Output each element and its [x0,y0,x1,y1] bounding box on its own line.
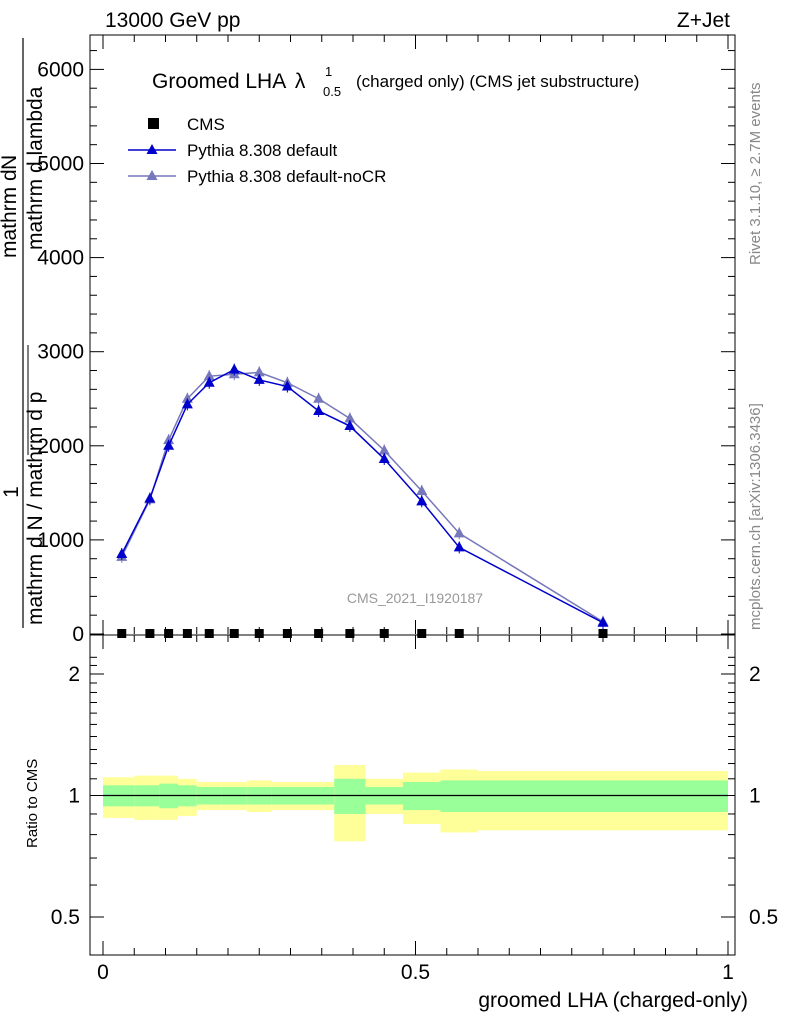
marker-pythia-nocr [313,392,325,403]
main-y-tick-label: 5000 [37,153,84,176]
title-subscript: 0.5 [323,84,341,99]
main-y-tick-label: 2000 [37,435,84,458]
main-y-tick-label: 4000 [37,247,84,270]
marker-pythia-nocr [203,370,215,381]
marker-pythia-default [144,492,156,503]
marker-cms [204,629,214,638]
header-process-label: Z+Jet [677,9,730,32]
mcplots-source-label: mcplots.cern.ch [arXiv:1306.3436] [747,403,764,630]
main-series-group [116,363,609,638]
marker-cms [117,629,127,638]
marker-pythia-default [163,439,175,450]
title-lambda: λ [295,70,306,93]
ratio-x-axis: 0 0.5 1 [97,635,734,984]
legend-label-pythia-default: Pythia 8.308 default [187,141,338,160]
marker-pythia-default [203,376,215,387]
ratio-bands [103,765,728,842]
ratio-x-tick-label: 1 [722,961,734,984]
marker-pythia-default [344,420,356,431]
main-y-tick-label: 1000 [37,529,84,552]
ratio-inner-band-bin [440,780,478,813]
legend-label-pythia-nocr: Pythia 8.308 default-noCR [187,167,386,186]
marker-pythia-default [453,541,465,552]
marker-pythia-default [181,398,193,409]
marker-cms [229,629,239,638]
ratio-y-tick-label-right: 1 [749,785,761,808]
marker-cms [454,629,464,638]
legend-marker-pythia-default [146,144,158,154]
ratio-y-axis-label: Ratio to CMS [24,759,41,848]
legend-marker-cms [148,118,159,129]
title-rest: (charged only) (CMS jet substructure) [356,72,639,91]
watermark-analysis-id: CMS_2021_I1920187 [347,590,483,606]
marker-pythia-nocr [378,444,390,455]
marker-pythia-nocr [253,366,265,377]
ratio-y-tick-label-right: 2 [749,663,761,686]
marker-pythia-default [597,616,609,627]
ylabel-numerator-one: 1 [0,486,23,498]
main-panel: 0 1000 2000 3000 4000 5000 6000 CMS_2021_I1920… [37,34,736,646]
legend-label-cms: CMS [187,115,225,134]
main-y-tick-label: 0 [72,623,84,646]
marker-cms [282,629,292,638]
marker-cms [598,629,608,638]
marker-cms [314,629,324,638]
marker-cms [145,629,155,638]
ylabel-top-line1: mathrm d [0,169,21,258]
marker-pythia-default [416,495,428,506]
header-energy-label: 13000 GeV pp [105,9,240,32]
main-y-tick-label: 3000 [37,341,84,364]
marker-cms [345,629,355,638]
marker-pythia-default [281,380,293,391]
ratio-y-tick-label-left: 2 [68,663,80,686]
marker-pythia-nocr [453,527,465,538]
marker-pythia-nocr [416,484,428,495]
main-y-tick-label: 6000 [37,58,84,81]
marker-pythia-default [313,404,325,415]
rivet-version-label: Rivet 3.1.10, ≥ 2.7M events [747,83,764,266]
plot-title: Groomed LHA λ 1 0.5 (charged only) (CMS … [152,64,639,99]
ratio-y-axis: 0.5 0.5 1 1 2 2 [51,656,778,929]
main-y-axis-label: 1 mathrm d N mathrm d lambda mathrm d N … [0,38,47,628]
legend-marker-pythia-nocr [146,170,158,180]
title-main: Groomed LHA [152,70,286,93]
legend: CMS Pythia 8.308 default Pythia 8.308 de… [128,115,386,186]
series-line-pythia-nocr [121,371,604,623]
ratio-x-tick-label: 0 [97,961,109,984]
marker-pythia-nocr [181,392,193,403]
marker-pythia-default [253,373,265,384]
ylabel-top-line2: mathrm d lambda [24,86,47,250]
ratio-x-tick-label: 0.5 [401,961,430,984]
marker-pythia-default [378,452,390,463]
main-y-axis: 0 1000 2000 3000 4000 5000 6000 [37,50,735,646]
ylabel-bottom-fraction: mathrm d N / mathrm d p [24,392,47,625]
ylabel-top-line1-end: N [0,155,21,170]
marker-cms [164,629,174,638]
series-line-pythia-default [121,368,604,624]
ratio-y-tick-label-left: 1 [68,785,80,808]
ratio-inner-band-bin [334,778,366,814]
marker-cms [182,629,192,638]
ratio-y-tick-label-right: 0.5 [749,906,778,929]
svg-text:Groomed LHA λ: Groomed LHA λ [152,70,306,93]
marker-pythia-default [116,548,128,559]
marker-cms [254,629,264,638]
marker-pythia-nocr [163,434,175,445]
marker-pythia-nocr [344,412,356,423]
marker-cms [379,629,389,638]
x-axis-label: groomed LHA (charged-only) [478,989,748,1012]
marker-pythia-default [228,363,240,374]
marker-cms [417,629,427,638]
ratio-inner-band-bin [478,780,728,813]
ratio-panel: 0.5 0.51 12 2 0 0.5 1 [51,634,778,984]
title-superscript: 1 [325,64,332,79]
ratio-y-tick-label-left: 0.5 [51,906,80,929]
